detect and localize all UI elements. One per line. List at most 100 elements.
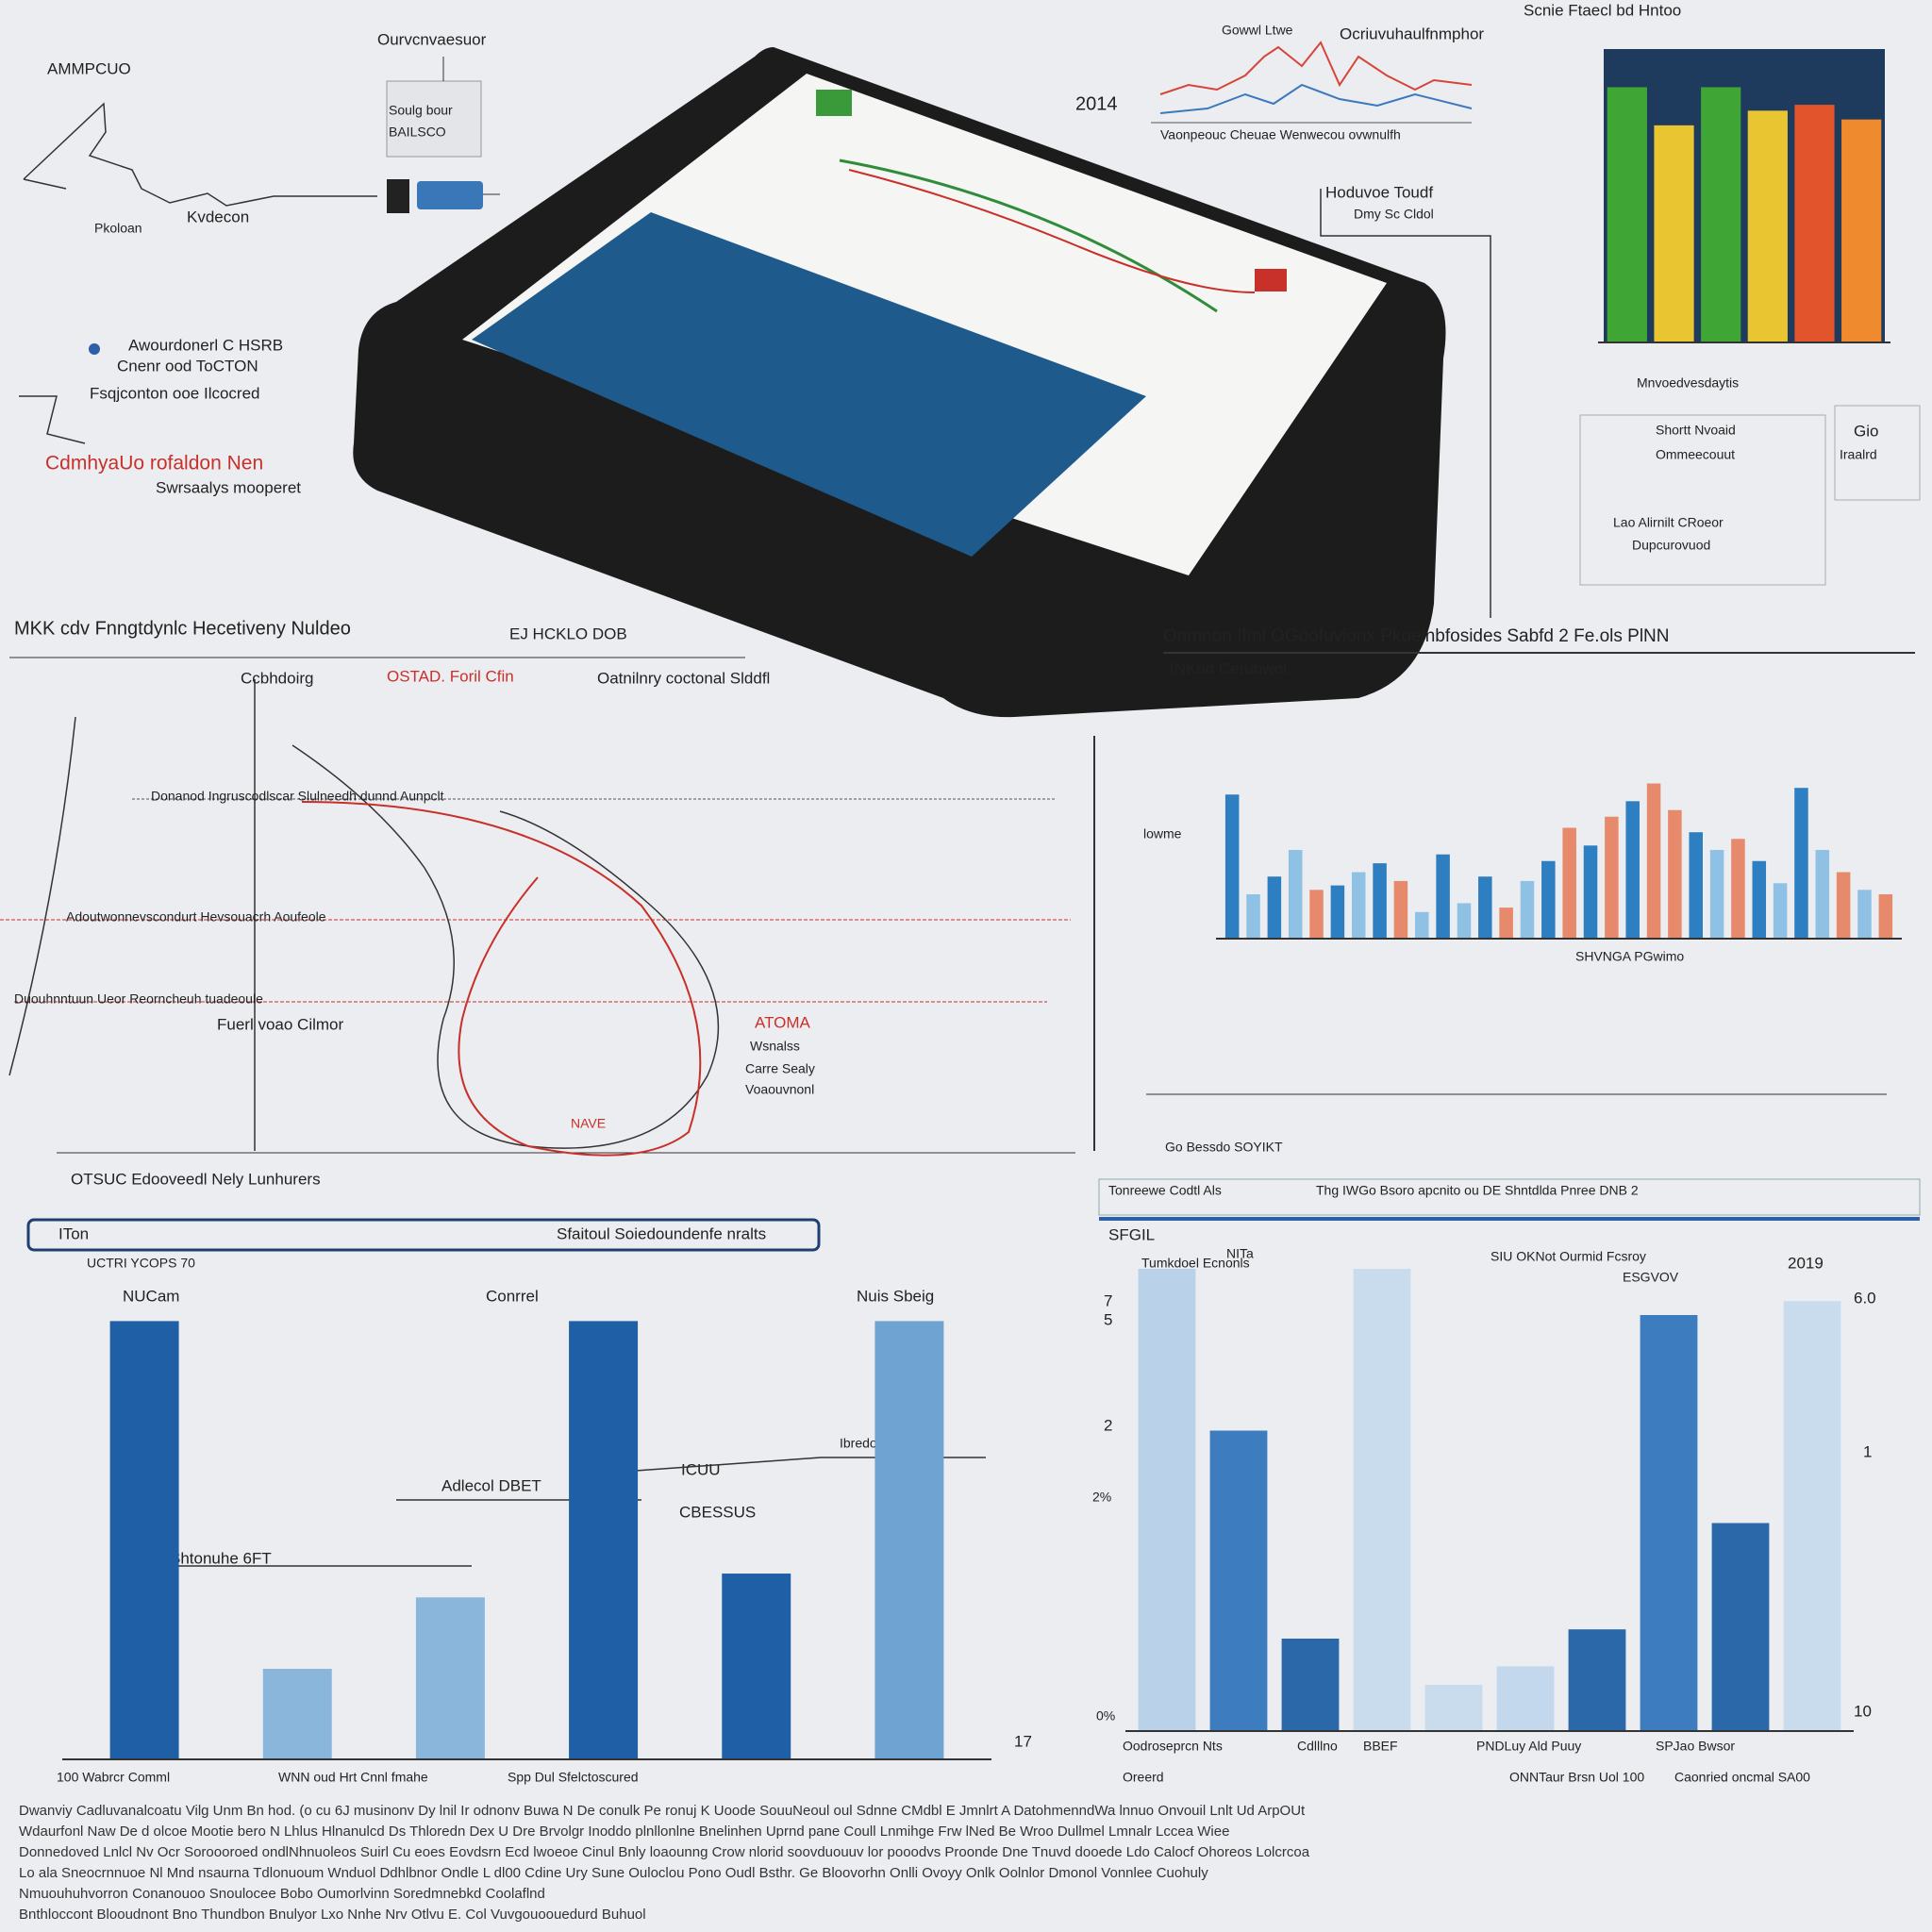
label: 6.0: [1854, 1289, 1876, 1307]
bar: [1267, 876, 1282, 939]
bar: [1209, 1430, 1268, 1731]
label: Pkoloan: [94, 221, 142, 236]
header-bar: [26, 1218, 821, 1252]
label: 10: [1854, 1702, 1872, 1720]
chart-title: UCTRI YCOPS 70: [87, 1256, 195, 1271]
screen-line: [848, 169, 1256, 293]
label: ESGVOV: [1623, 1270, 1679, 1285]
diagram-top-left: [19, 57, 500, 444]
label: Adlecol DBET: [441, 1476, 541, 1494]
label: 100 Wabrcr Comml: [57, 1770, 170, 1785]
label: Adoutwonnevscondurt Hevsouacrh Aoufeole: [66, 909, 326, 924]
bar: [1496, 1666, 1555, 1731]
bar: [1841, 119, 1882, 342]
footer-line: Wdaurfonl Naw De d olcoe Mootie bero N L…: [19, 1824, 1229, 1840]
label: Tonreewe Codtl Als: [1108, 1183, 1222, 1198]
label: CdmhyaUo rofaldon Nen: [45, 453, 263, 475]
label: Wsnalss: [750, 1039, 800, 1054]
label: SIU OKNot Ourmid Fcsroy: [1491, 1249, 1646, 1264]
label: Carre Sealy: [745, 1061, 815, 1076]
label: Dmy Sc Cldol: [1354, 207, 1434, 222]
flow-diagram: [0, 657, 1095, 1157]
bar: [1640, 1315, 1698, 1731]
footer-line: Donnedoved Lnlcl Nv Ocr Soroooroed ondlN…: [19, 1844, 1310, 1860]
label: Iraalrd: [1840, 447, 1877, 462]
label: CBESSUS: [679, 1503, 756, 1521]
bar: [1415, 911, 1429, 939]
label: WNN oud Hrt Cnnl fmahe: [278, 1770, 428, 1785]
bullet: [89, 343, 100, 355]
label: Fuerl voao Cilmor: [217, 1015, 343, 1033]
label: PNDLuy Ald Puuy: [1476, 1739, 1581, 1754]
label: 0%: [1096, 1708, 1115, 1724]
label: Conrrel: [486, 1287, 539, 1305]
bar: [1731, 839, 1745, 939]
bar: [1668, 809, 1682, 939]
line: [1159, 83, 1473, 114]
label: EJ HCKLO DOB: [509, 625, 627, 642]
bar: [1783, 1301, 1841, 1731]
bar: [1424, 1685, 1483, 1731]
label: Cdlllno: [1297, 1739, 1338, 1754]
label: Voaouvnonl: [745, 1082, 814, 1097]
label: 2014: [1075, 93, 1118, 114]
label: 2019: [1788, 1254, 1824, 1272]
bar: [722, 1574, 791, 1759]
chart-title: Tumkdoel Ecnonls: [1141, 1256, 1250, 1271]
tablet: [353, 47, 1446, 718]
bar: [1794, 788, 1808, 939]
footer-line: Lo ala Sneocrnnuoe Nl Mnd nsaurna Tdlonu…: [19, 1865, 1208, 1881]
label: NUCam: [123, 1287, 179, 1305]
bar: [1478, 876, 1492, 939]
label: Ccbhdoirg: [241, 669, 314, 687]
label: Swrsaalys mooperet: [156, 478, 301, 496]
bar: [262, 1669, 332, 1759]
bar: [1288, 850, 1303, 939]
label: 5: [1104, 1310, 1112, 1328]
label: Caonried oncmal SA00: [1674, 1770, 1810, 1785]
screen-icon: [816, 90, 852, 116]
box: [386, 80, 482, 158]
label: Ourvcnvaesuor: [377, 30, 487, 48]
bar: [1709, 850, 1724, 939]
bar: [1281, 1639, 1340, 1731]
bar: [1646, 783, 1661, 939]
label: Go Bessdo SOYIKT: [1165, 1140, 1283, 1155]
bar: [415, 1597, 485, 1759]
label: 2: [1104, 1416, 1112, 1434]
curve: [301, 801, 702, 1157]
bar: [1520, 880, 1535, 939]
label: 7: [1104, 1291, 1112, 1309]
label: Mnvoedvesdaytis: [1637, 375, 1739, 391]
label: 2%: [1092, 1490, 1111, 1505]
label: Ocriuvuhaulfnmphor: [1340, 25, 1484, 42]
footer-line: Nmuouhuhvorron Conanouoo Snoulocee Bobo …: [19, 1886, 545, 1902]
label: Kvdecon: [187, 208, 249, 225]
label: Awourdonerl C HSRB: [128, 336, 283, 354]
bar: [1773, 883, 1788, 939]
label: Nuis Sbeig: [857, 1287, 934, 1305]
label: Oatnilnry coctonal Slddfl: [597, 669, 770, 687]
screen-icon: [1255, 269, 1287, 291]
label: AMMPCUO: [47, 59, 131, 77]
connector: [23, 102, 377, 207]
label: SPJao Bwsor: [1656, 1739, 1735, 1754]
connector: [19, 395, 86, 444]
label: SFGIL: [1108, 1225, 1155, 1243]
box: [1834, 405, 1921, 501]
header-bar: [1098, 1178, 1921, 1216]
label: Hoduvoe Toudf: [1325, 183, 1433, 201]
bar: [1878, 894, 1893, 939]
bar: [1711, 1523, 1770, 1731]
bar: [569, 1321, 639, 1759]
bar: [1689, 832, 1703, 939]
screen-map: [472, 212, 1146, 557]
chart-subtitle: INKod Cerubwot: [1170, 659, 1288, 677]
label: BAILSCO: [389, 125, 446, 140]
device: [387, 179, 409, 213]
label: Cnenr ood ToCTON: [117, 357, 258, 375]
label: Shtonuhe 6FT: [170, 1549, 272, 1567]
bar: [1224, 794, 1240, 939]
bar: [1654, 125, 1694, 342]
label: ICUU: [681, 1460, 721, 1478]
